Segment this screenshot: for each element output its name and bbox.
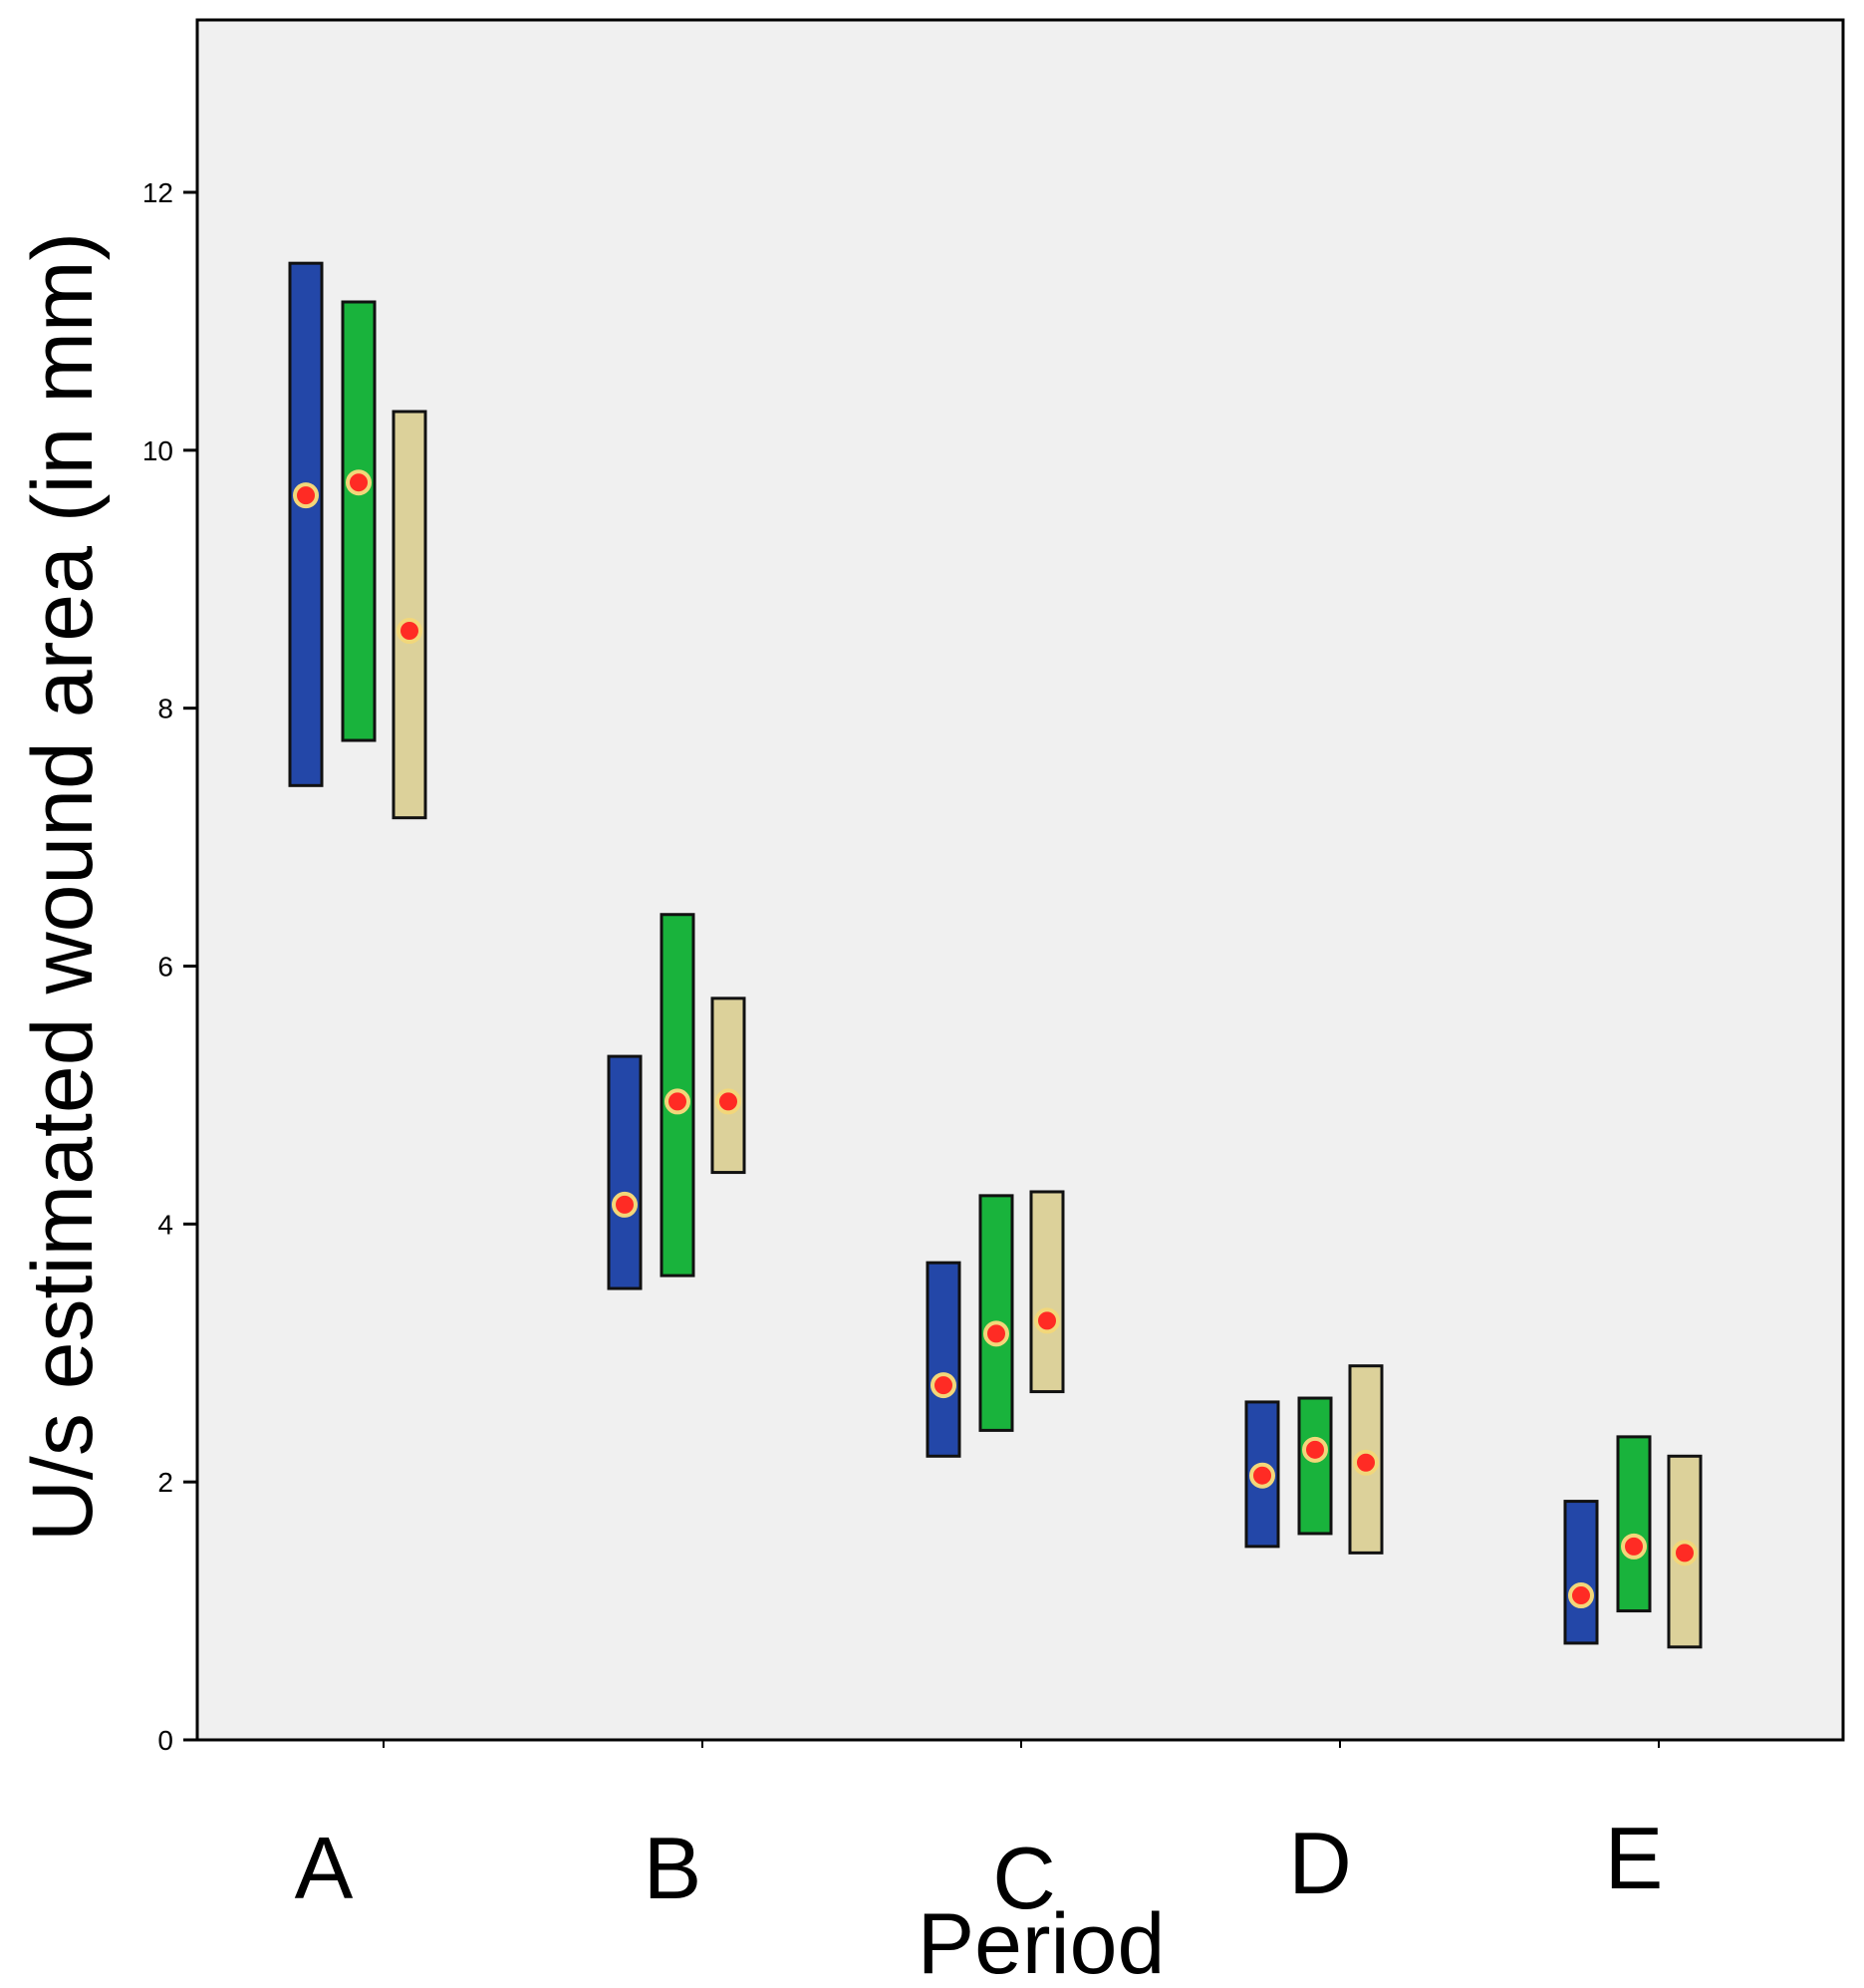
mean-marker: [665, 1088, 690, 1115]
mean-marker-group: [293, 469, 1698, 1609]
plot-area: [195, 18, 1845, 1742]
bar-series-group: [288, 261, 1703, 1649]
range-bar: [1297, 1396, 1333, 1536]
range-bar: [978, 1194, 1014, 1432]
x-category-label: A: [295, 1819, 354, 1917]
x-category-label: B: [644, 1819, 702, 1917]
mean-marker: [983, 1320, 1009, 1347]
range-bar: [1616, 1435, 1652, 1613]
mean-marker: [397, 618, 422, 645]
mean-marker: [1568, 1582, 1594, 1609]
y-tick-label: 4: [157, 1209, 173, 1240]
mean-marker: [612, 1191, 638, 1218]
y-tick-label: 10: [142, 435, 173, 466]
x-category-label: E: [1605, 1809, 1664, 1907]
mean-marker: [293, 482, 319, 509]
x-axis-title: Period: [918, 1896, 1166, 1988]
x-axis: A B C D E: [295, 1740, 1664, 1927]
mean-marker: [1672, 1540, 1698, 1566]
y-tick-label: 0: [157, 1725, 173, 1756]
range-bar: [341, 300, 377, 742]
y-tick-label: 8: [157, 694, 173, 724]
range-bar: [1563, 1500, 1599, 1645]
x-category-label: C: [992, 1829, 1056, 1927]
y-tick-label: 6: [157, 952, 173, 983]
range-bar: [710, 996, 746, 1175]
mean-marker: [346, 469, 372, 496]
mean-marker: [1353, 1449, 1379, 1476]
mean-marker: [715, 1088, 741, 1115]
y-tick-label: 12: [142, 177, 173, 208]
x-category-label: D: [1288, 1814, 1352, 1912]
y-tick-label: 2: [157, 1467, 173, 1498]
mean-marker: [1249, 1462, 1275, 1489]
range-bar: [1029, 1190, 1065, 1394]
mean-marker: [1621, 1533, 1647, 1560]
mean-marker: [931, 1372, 956, 1399]
mean-marker: [1034, 1307, 1060, 1334]
range-bar: [288, 261, 324, 787]
y-axis: 0 2 4 6 8 10 12: [142, 177, 197, 1756]
range-bar: [392, 410, 427, 820]
mean-marker: [1302, 1436, 1328, 1463]
range-bar: [926, 1261, 961, 1458]
range-bar: [607, 1054, 643, 1290]
y-axis-title: U/s estimated wound area (in mm): [15, 232, 111, 1542]
